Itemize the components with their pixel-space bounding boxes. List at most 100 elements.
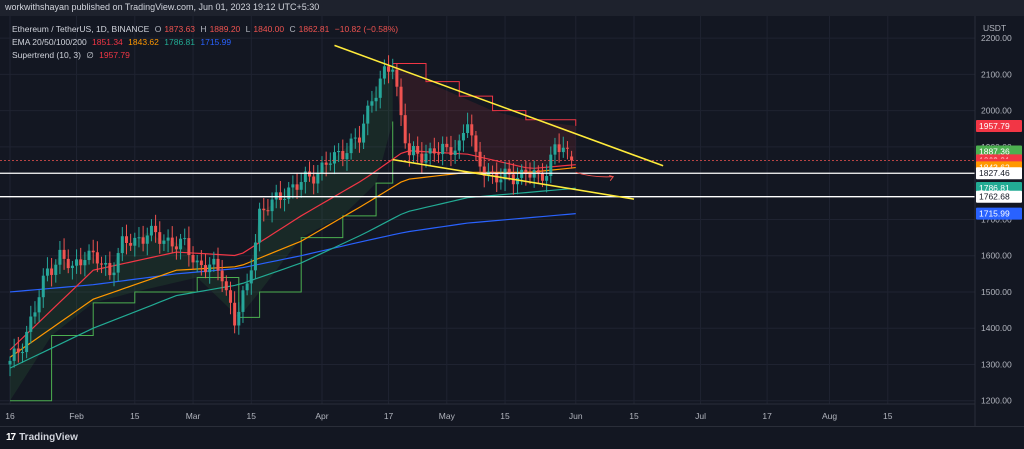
candle-body	[557, 144, 561, 153]
tradingview-brand: TradingView	[19, 432, 78, 443]
symbol-name[interactable]: Ethereum / TetherUS, 1D, BINANCE	[12, 24, 150, 34]
candle-body	[378, 78, 382, 98]
close-value: 1862.81	[298, 24, 330, 34]
price-tag-bg	[976, 119, 1022, 132]
candle-body	[112, 272, 116, 276]
candle-body	[104, 262, 108, 265]
candle-body	[308, 171, 312, 177]
price-tag: 1762.68	[979, 192, 1010, 202]
price-axis-tick: 1200.00	[981, 396, 1012, 406]
candle-body	[95, 252, 99, 264]
candle-body	[337, 150, 341, 153]
candle-body	[262, 208, 266, 211]
time-axis-tick: Mar	[186, 411, 201, 421]
price-axis	[975, 16, 1024, 426]
candle-body	[83, 260, 87, 266]
candle-body	[382, 66, 386, 79]
trendline-0	[334, 44, 664, 167]
candle-body	[553, 144, 557, 155]
price-axis-tick: 1600.00	[981, 251, 1012, 261]
candle-body	[412, 145, 416, 156]
candle-body	[79, 259, 83, 266]
time-axis-tick: Jun	[569, 411, 583, 421]
candle-body	[228, 290, 232, 303]
price-tag-bg	[976, 167, 1022, 180]
time-axis-tick: 16	[5, 411, 15, 421]
time-axis-tick: 15	[247, 411, 257, 421]
change-value: −10.82 (−0.58%)	[334, 24, 399, 34]
time-axis-tick: Apr	[315, 411, 328, 421]
ema-label[interactable]: EMA 20/50/100/200	[12, 37, 87, 47]
tradingview-logo-icon: 17	[6, 432, 16, 443]
time-axis-tick: Feb	[69, 411, 84, 421]
price-chart[interactable]: USDT2200.002100.002000.001900.001700.001…	[0, 16, 1024, 426]
candle-body	[565, 147, 569, 149]
candle-body	[320, 162, 324, 174]
candle-body	[137, 237, 141, 239]
candle-body	[141, 237, 145, 244]
candle-body	[303, 171, 307, 183]
forecast-arrow-head	[609, 175, 615, 181]
candle-body	[16, 348, 20, 353]
candle-body	[561, 147, 565, 153]
candle-body	[274, 192, 278, 200]
supertrend-label[interactable]: Supertrend (10, 3)	[12, 50, 81, 60]
low-label: L	[245, 24, 251, 34]
candle-body	[436, 153, 440, 155]
candle-body	[116, 253, 120, 273]
price-axis-tick: 1300.00	[981, 359, 1012, 369]
candle-body	[357, 137, 361, 143]
candle-body	[220, 270, 224, 282]
candle-body	[516, 177, 520, 185]
price-tag: 1715.99	[979, 209, 1010, 219]
time-axis-tick: 17	[762, 411, 772, 421]
candle-body	[20, 352, 24, 354]
candle-body	[179, 238, 183, 250]
candle-body	[536, 170, 540, 174]
candle-body	[332, 152, 336, 164]
ema200-line	[9, 213, 576, 293]
open-value: 1873.63	[164, 24, 196, 34]
time-axis-tick: May	[439, 411, 456, 421]
footer-bar: 17 TradingView	[0, 426, 1024, 449]
candle-body	[524, 169, 528, 175]
ema50-value: 1843.62	[128, 37, 159, 47]
candle-body	[528, 174, 532, 178]
low-value: 1840.00	[253, 24, 285, 34]
time-axis-tick: Jul	[695, 411, 706, 421]
time-axis-tick: 17	[384, 411, 394, 421]
candle-body	[45, 268, 49, 276]
close-label: C	[289, 24, 296, 34]
ema100-value: 1786.81	[164, 37, 195, 47]
candle-body	[507, 168, 511, 175]
publisher-text: workwithshayan published on TradingView.…	[5, 2, 320, 12]
candle-body	[470, 124, 474, 136]
tradingview-logo[interactable]: 17 TradingView	[6, 432, 78, 443]
ema50-line	[9, 166, 576, 358]
candle-body	[62, 249, 66, 259]
candle-body	[495, 173, 499, 183]
candle-body	[399, 86, 403, 116]
candle-body	[503, 168, 507, 180]
supertrend-legend-row: Supertrend (10, 3) ∅ 1957.79	[12, 50, 133, 61]
candle-body	[212, 258, 216, 265]
candle-body	[208, 264, 212, 273]
candle-body	[428, 148, 432, 154]
candle-body	[145, 235, 149, 244]
candle-body	[287, 187, 291, 200]
candle-body	[395, 69, 399, 87]
candle-body	[124, 236, 128, 243]
candle-body	[33, 312, 37, 317]
candle-body	[391, 69, 395, 72]
price-tag: 1887.36	[979, 146, 1010, 156]
candle-body	[162, 240, 166, 244]
high-value: 1889.20	[209, 24, 241, 34]
candle-body	[449, 147, 453, 155]
candle-body	[199, 260, 203, 266]
candle-body	[291, 184, 295, 188]
candle-body	[204, 265, 208, 273]
candle-body	[8, 360, 12, 365]
candle-body	[457, 140, 461, 151]
candle-body	[424, 153, 428, 163]
candle-body	[154, 225, 158, 233]
